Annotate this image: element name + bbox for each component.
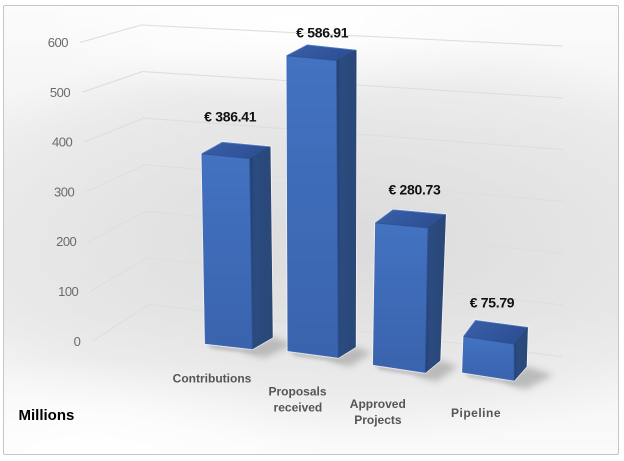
svg-text:200: 200 [56, 234, 76, 249]
svg-text:Contributions: Contributions [173, 372, 252, 386]
svg-text:€ 386.41: € 386.41 [204, 109, 257, 125]
svg-text:Projects: Projects [354, 413, 402, 427]
svg-text:600: 600 [48, 35, 68, 50]
svg-text:100: 100 [58, 284, 78, 299]
svg-text:€ 75.79: € 75.79 [470, 294, 515, 310]
svg-text:€ 280.73: € 280.73 [388, 181, 441, 197]
svg-text:0: 0 [74, 334, 81, 349]
svg-text:Proposals: Proposals [268, 384, 326, 398]
svg-text:€ 586.91: € 586.91 [296, 25, 349, 41]
svg-text:Approved: Approved [350, 397, 406, 411]
svg-text:Pipeline: Pipeline [451, 406, 501, 420]
svg-text:500: 500 [50, 85, 70, 100]
svg-text:400: 400 [52, 135, 72, 150]
svg-text:Millions: Millions [19, 407, 75, 424]
svg-text:300: 300 [54, 184, 74, 199]
svg-text:received: received [274, 400, 323, 414]
